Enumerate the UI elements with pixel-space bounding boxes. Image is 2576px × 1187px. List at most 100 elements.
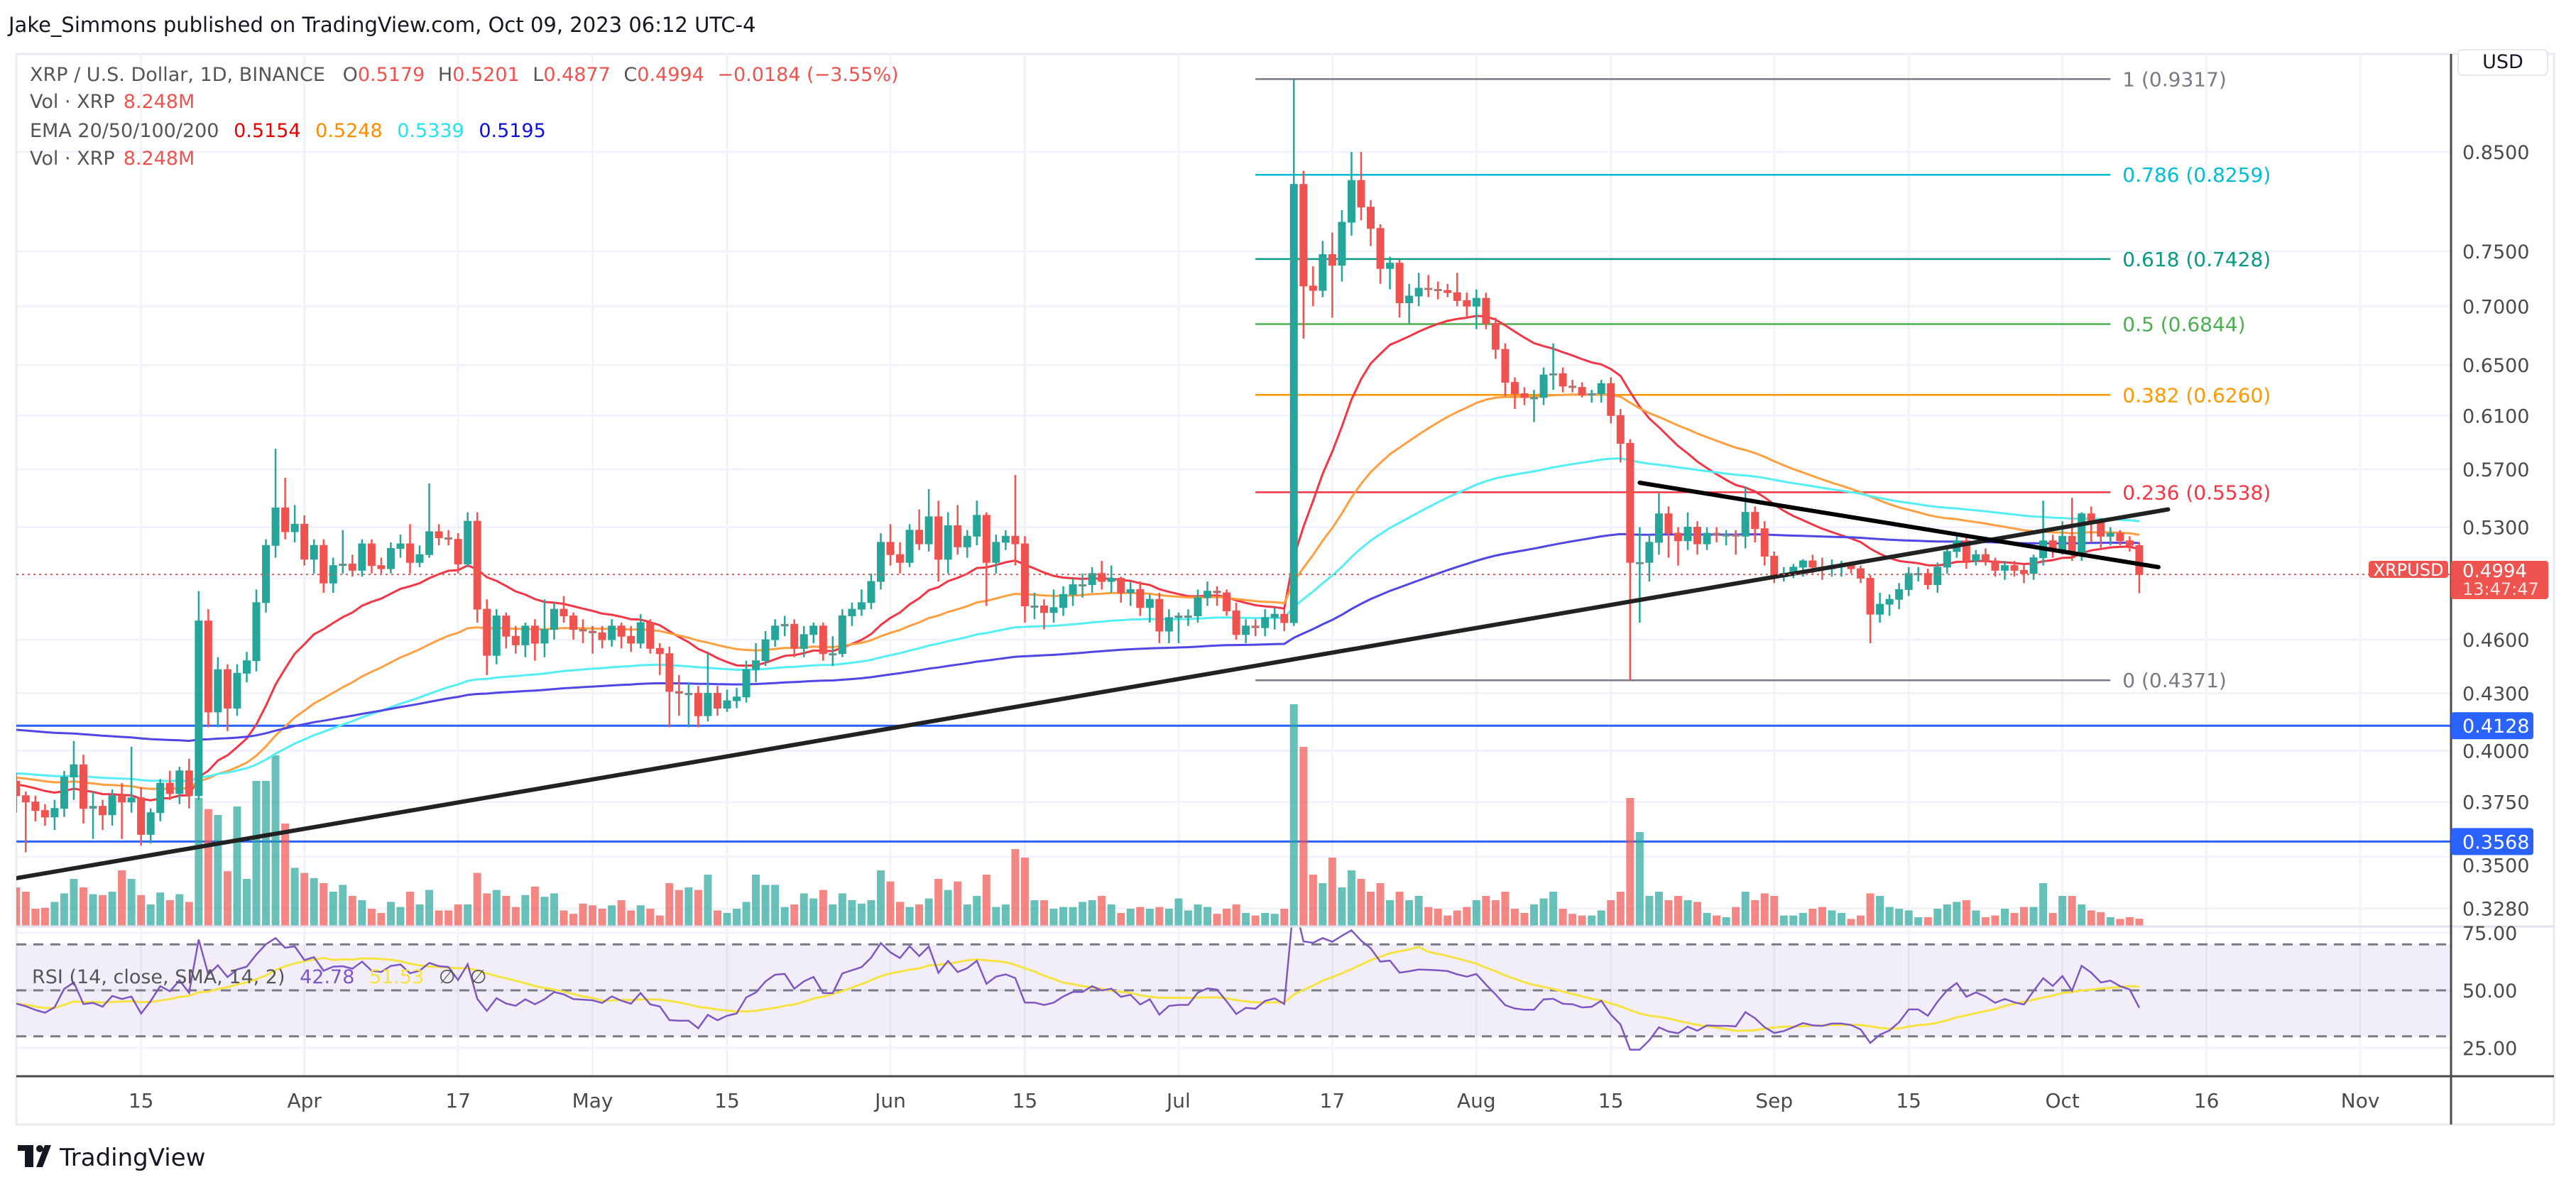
price-tick-label: 0.5700 [2462,459,2529,481]
candle-body [1174,616,1183,618]
volume-bar [530,886,539,926]
candle-body [1443,290,1452,293]
candle-body [40,810,49,818]
volume-bar [799,893,808,926]
candle-body [1866,578,1874,615]
volume-bar [665,883,674,926]
currency-label: USD [2482,51,2523,73]
candle-body [1223,592,1231,611]
volume-bar [1223,909,1231,926]
candle-body [627,635,635,644]
time-axis[interactable]: 15 Apr 17 May 15 Jun 15 Jul 17 Aug 15 Sep 15 Oct 16 Nov [129,1089,2380,1112]
candle-body [358,543,366,571]
candle-body [1261,617,1270,628]
candle-body [1520,393,1529,398]
candle-body [473,520,481,610]
volume-bar [195,798,203,926]
candle-body [2106,532,2114,537]
candle-body [867,581,875,603]
candle-body [1280,613,1289,623]
price-axis[interactable]: 0.8500 0.7500 0.7000 0.6500 0.6100 0.5700 0.53… [2462,142,2529,921]
symbol-tag-label: XRPUSD [2374,560,2444,580]
candle-body [954,525,962,547]
currency-button[interactable]: USD [2457,49,2548,76]
volume-bar [1367,892,1375,926]
rsi-axis[interactable]: 75.00 50.00 25.00 [2462,923,2517,1060]
volume-bar [415,904,424,926]
candle-body [752,660,760,670]
candle-body [742,669,751,698]
volume-bar [896,902,905,926]
candle-body [2020,569,2029,574]
candle-body [617,625,626,637]
price-tick-label: 0.4300 [2462,684,2529,706]
candle-body [799,634,808,649]
candle-body [502,616,511,637]
symbol-title[interactable]: XRP / U.S. Dollar, 1D, BINANCE [30,64,325,86]
volume-bar [1654,892,1663,926]
candle-body [1414,288,1423,297]
candle-body [1242,625,1250,635]
candle-body [819,625,827,655]
candle-body [21,795,30,803]
volume-bar [473,873,481,926]
legend: XRP / U.S. Dollar, 1D, BINANCE O0.5179 H… [30,64,899,988]
trendlines[interactable] [6,480,2171,881]
volume-bar [1770,896,1779,926]
volume-bar [1328,858,1336,926]
fib-retracement[interactable]: 1 (0.9317) 0.786 (0.8259) 0.618 (0.7428) 0.… [1255,67,2271,692]
candle-body [857,602,866,610]
volume-bar [281,824,290,926]
ema-label[interactable]: EMA 20/50/100/200 [30,120,219,142]
volume-bar [50,902,59,926]
volume-bar [252,781,261,926]
volume-bar [819,890,827,926]
candle-body [483,608,491,656]
candle-body [809,625,818,635]
candle-body [320,545,328,584]
time-tick-label: 17 [1320,1089,1346,1112]
volume-bar [1039,900,1048,926]
candle-body [60,776,68,809]
low-value: 0.4877 [543,64,610,86]
candle-body [1328,254,1336,266]
volume-bar [694,890,702,926]
candle-body [1039,605,1048,613]
rsi-label[interactable]: RSI (14, close, SMA, 14, 2) [32,966,285,988]
tradingview-logo[interactable]: TradingView [18,1144,205,1172]
volume-bar [271,755,280,926]
volume-bar [1722,917,1730,926]
candle-body [1626,442,1634,563]
candle-body [1434,289,1442,292]
volume-bar [1597,910,1605,926]
volume-bar [233,806,241,926]
ema50-line [16,393,2140,790]
candle-body [704,693,712,716]
volume-bar [40,907,49,926]
candle-body [435,531,443,538]
volume-bar [1943,904,1951,926]
rsi-tick-label: 75.00 [2462,923,2517,945]
candle-body [310,545,318,560]
volume-bar [396,907,405,926]
volume-bar [1213,914,1221,926]
candle-body [79,764,87,809]
volume-bar [1395,892,1404,926]
candle-body [146,812,155,835]
candle-body [425,531,434,555]
candle-body [848,608,856,617]
candle-body [713,693,721,709]
candle-body [2000,565,2009,571]
candle-body [1683,527,1692,542]
rsi-na-1: ∅ [439,966,456,988]
candle-body [905,530,914,563]
candle-body [1367,207,1375,229]
candle-body [829,653,837,656]
close-value: 0.4994 [637,64,704,86]
candle-body [896,554,905,563]
candle-body [1405,295,1414,303]
volume-bar [1030,900,1039,926]
volume-bar [1482,896,1490,926]
time-tick-label: Aug [1457,1089,1496,1112]
